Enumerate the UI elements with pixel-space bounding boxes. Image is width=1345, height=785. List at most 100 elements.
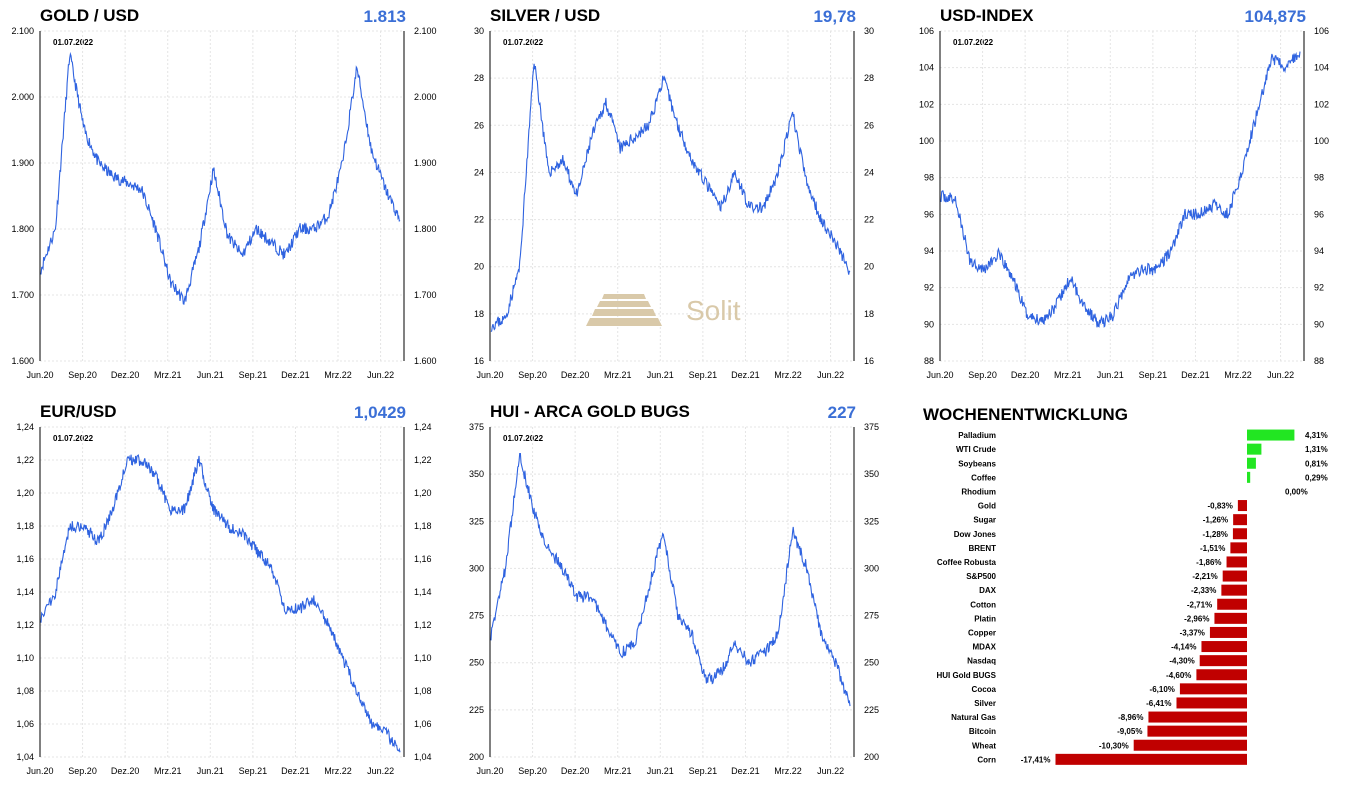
bar-category-label: Gold xyxy=(978,502,996,511)
x-tick-label: Sep.20 xyxy=(68,766,97,776)
bar-value-label: -4,14% xyxy=(1171,643,1196,652)
x-tick-label: Jun.22 xyxy=(367,766,394,776)
y-tick-label-right: 88 xyxy=(1314,356,1324,366)
x-tick-label: Jun.22 xyxy=(367,370,394,380)
chart-silver-panel: SILVER / USD 19,78 01.07.2022 16 16 18 18 20… xyxy=(450,0,890,392)
x-tick-label: Mrz.22 xyxy=(774,766,802,776)
x-tick-label: Jun.20 xyxy=(926,370,953,380)
y-tick-label-right: 100 xyxy=(1314,136,1329,146)
y-tick-label-left: 106 xyxy=(919,26,934,36)
x-tick-label: Jun.21 xyxy=(197,370,224,380)
chart-current-value: 1.813 xyxy=(363,7,406,26)
bar-category-label: Silver xyxy=(974,699,996,708)
x-tick-label: Jun.21 xyxy=(197,766,224,776)
x-tick-label: Sep.20 xyxy=(518,766,547,776)
y-tick-label-left: 88 xyxy=(924,356,934,366)
y-tick-label-right: 250 xyxy=(864,658,879,668)
bar-category-label: S&P500 xyxy=(966,572,996,581)
bar xyxy=(1247,471,1251,483)
y-tick-label-right: 1,04 xyxy=(414,752,432,762)
bar-category-label: Sugar xyxy=(973,516,996,525)
series-line xyxy=(490,63,851,333)
y-tick-label-left: 1,20 xyxy=(16,488,34,498)
x-tick-label: Jun.20 xyxy=(26,766,53,776)
y-tick-label-right: 94 xyxy=(1314,246,1324,256)
bar-value-label: -6,41% xyxy=(1146,699,1171,708)
bar-category-label: HUI Gold BUGS xyxy=(936,671,996,680)
bar xyxy=(1147,725,1247,737)
chart-silver: 16 16 18 18 20 20 22 22 24 24 26 26 28 28 30 30 Jun.20 Se… xyxy=(474,26,874,380)
bar-category-label: Platin xyxy=(974,614,996,623)
bar-category-label: Dow Jones xyxy=(954,530,997,539)
bar-category-label: Bitcoin xyxy=(969,727,996,736)
y-tick-label-right: 350 xyxy=(864,469,879,479)
y-tick-label-left: 1,04 xyxy=(16,752,34,762)
chart-title: HUI - ARCA GOLD BUGS xyxy=(490,402,690,421)
y-tick-label-right: 96 xyxy=(1314,209,1324,219)
bar-value-label: 0,00% xyxy=(1285,487,1308,496)
y-tick-label-right: 275 xyxy=(864,611,879,621)
y-tick-label-right: 28 xyxy=(864,73,874,83)
y-tick-label-right: 22 xyxy=(864,215,874,225)
bar-value-label: -1,28% xyxy=(1203,530,1228,539)
y-tick-label-left: 1,12 xyxy=(16,620,34,630)
x-tick-label: Jun.20 xyxy=(476,766,503,776)
chart-title: EUR/USD xyxy=(40,402,117,421)
bar-category-label: Rhodium xyxy=(961,487,996,496)
bar xyxy=(1237,500,1247,512)
y-tick-label-left: 300 xyxy=(469,563,484,573)
y-tick-label-right: 104 xyxy=(1314,63,1329,73)
y-tick-label-left: 22 xyxy=(474,215,484,225)
chart-gold-panel: GOLD / USD 1.813 01.07.2022 1.600 1.600 1.… xyxy=(0,0,440,392)
x-tick-label: Mrz.22 xyxy=(1224,370,1252,380)
y-tick-label-left: 104 xyxy=(919,63,934,73)
y-tick-label-right: 200 xyxy=(864,752,879,762)
x-tick-label: Dez.21 xyxy=(731,766,760,776)
chart-current-value: 1,0429 xyxy=(354,403,406,422)
x-tick-label: Mrz.22 xyxy=(324,766,352,776)
chart-current-value: 104,875 xyxy=(1244,7,1306,26)
bar xyxy=(1196,669,1247,681)
x-tick-label: Mrz.21 xyxy=(154,370,182,380)
bar xyxy=(1199,655,1247,667)
y-tick-label-right: 1,14 xyxy=(414,587,432,597)
bar-value-label: -17,41% xyxy=(1021,755,1051,764)
x-tick-label: Jun.22 xyxy=(817,766,844,776)
series-line xyxy=(40,454,401,753)
y-tick-label-left: 102 xyxy=(919,99,934,109)
bar-value-label: -1,51% xyxy=(1200,544,1225,553)
y-tick-label-left: 1,16 xyxy=(16,554,34,564)
y-tick-label-right: 375 xyxy=(864,422,879,432)
y-tick-label-right: 1.900 xyxy=(414,158,437,168)
chart-date-note: 01.07.2022 xyxy=(53,38,94,47)
y-tick-label-left: 26 xyxy=(474,120,484,130)
bar xyxy=(1055,753,1247,765)
y-tick-label-left: 1,18 xyxy=(16,521,34,531)
series-line xyxy=(490,452,851,707)
bar-category-label: Palladium xyxy=(958,431,996,440)
x-tick-label: Jun.20 xyxy=(476,370,503,380)
bar-category-label: Nasdaq xyxy=(967,657,996,666)
chart-eurusd: 1,04 1,04 1,06 1,06 1,08 1,08 1,10 1,10 1,12 1,12… xyxy=(16,422,432,776)
y-tick-label-right: 24 xyxy=(864,167,874,177)
y-tick-label-left: 24 xyxy=(474,167,484,177)
y-tick-label-left: 225 xyxy=(469,705,484,715)
bar xyxy=(1214,612,1247,624)
x-tick-label: Dez.21 xyxy=(1181,370,1210,380)
bar-value-label: -1,86% xyxy=(1196,558,1221,567)
x-tick-label: Dez.20 xyxy=(1011,370,1040,380)
y-tick-label-right: 1,16 xyxy=(414,554,432,564)
y-tick-label-left: 1,10 xyxy=(16,653,34,663)
y-tick-label-left: 2.000 xyxy=(11,92,34,102)
bar xyxy=(1217,598,1247,610)
chart-title: GOLD / USD xyxy=(40,6,140,25)
bar xyxy=(1133,739,1247,751)
bar-category-label: Corn xyxy=(977,755,996,764)
y-tick-label-left: 1.900 xyxy=(11,158,34,168)
bar-value-label: 4,31% xyxy=(1305,431,1328,440)
y-tick-label-right: 2.000 xyxy=(414,92,437,102)
y-tick-label-right: 1,22 xyxy=(414,455,432,465)
x-tick-label: Mrz.22 xyxy=(324,370,352,380)
x-tick-label: Jun.22 xyxy=(1267,370,1294,380)
x-tick-label: Dez.20 xyxy=(561,370,590,380)
